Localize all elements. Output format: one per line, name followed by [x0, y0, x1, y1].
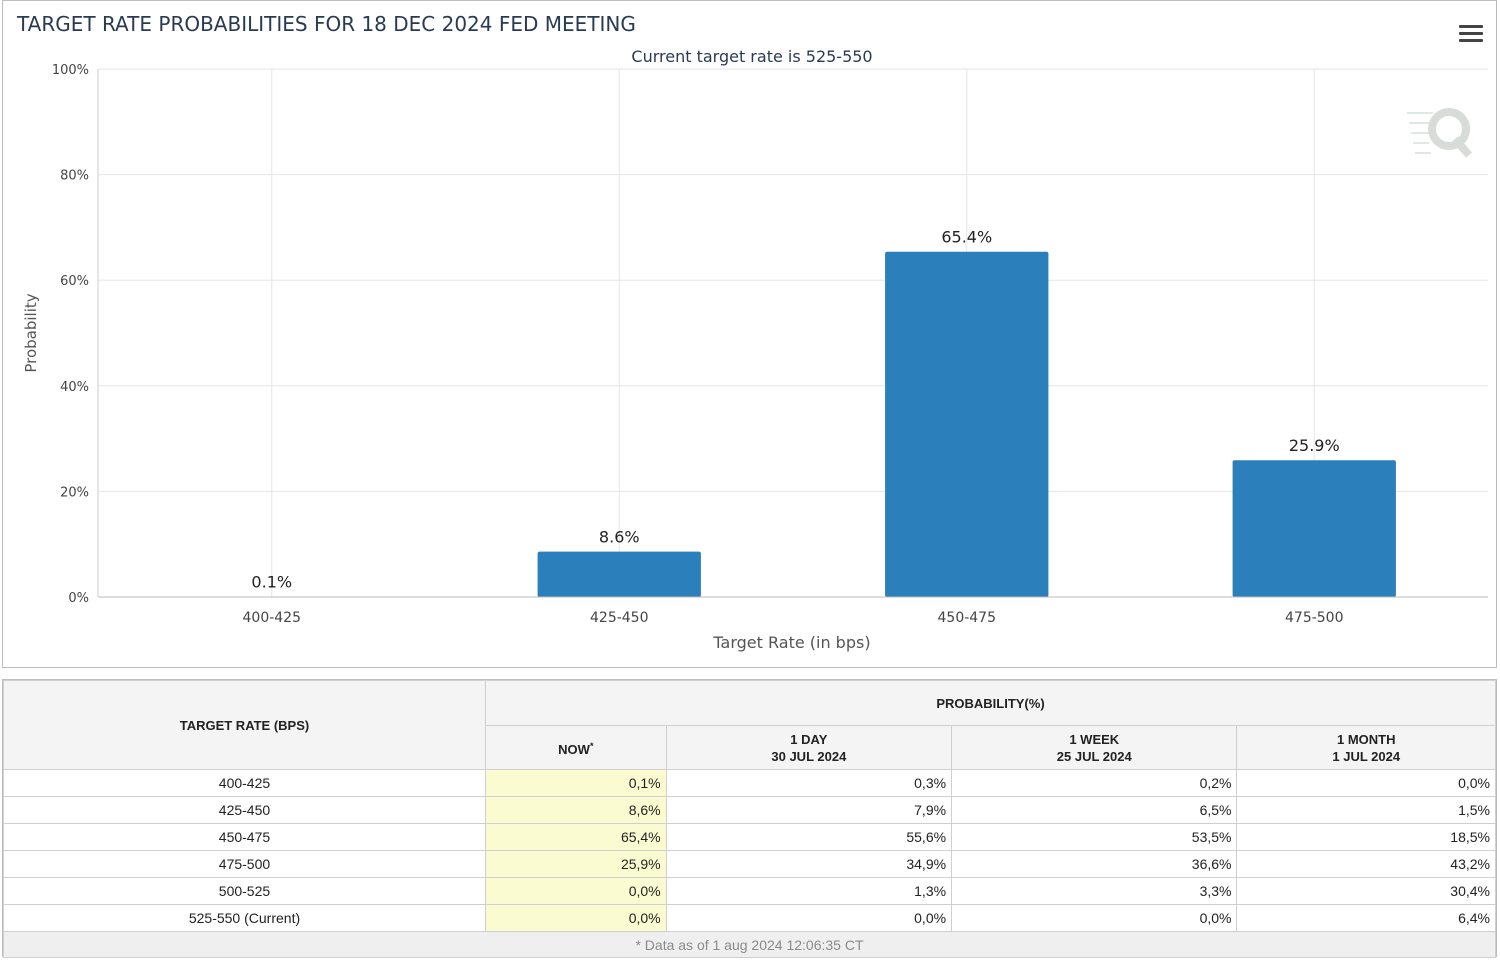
- table-row: 500-525 0,0% 1,3% 3,3% 30,4%: [3, 877, 1496, 905]
- column-header-1-week: 1 WEEK 25 JUL 2024: [951, 725, 1238, 770]
- probability-table: TARGET RATE (BPS) PROBABILITY(%) NOW* 1 …: [3, 680, 1497, 958]
- bar-450-475[interactable]: [885, 251, 1049, 598]
- column-header-1-day: 1 DAY 30 JUL 2024: [665, 725, 953, 770]
- month-cell: 43,2%: [1236, 850, 1496, 878]
- week-cell: 36,6%: [951, 850, 1238, 878]
- now-cell: 8,6%: [484, 796, 667, 824]
- x-axis-title: Target Rate (in bps): [712, 633, 870, 652]
- rate-cell: 425-450: [3, 796, 486, 824]
- month-cell: 1,5%: [1236, 796, 1496, 824]
- now-cell: 0,1%: [484, 769, 667, 797]
- data-label: 0.1%: [251, 572, 292, 591]
- rate-cell: 400-425: [3, 769, 486, 797]
- rate-cell: 450-475: [3, 823, 486, 851]
- chart-panel: TARGET RATE PROBABILITIES FOR 18 DEC 202…: [2, 0, 1497, 668]
- now-cell: 0,0%: [484, 877, 667, 905]
- day-cell: 55,6%: [665, 823, 953, 851]
- axes: 0% 20% 40% 60% 80% 100% 400-425 425-450 450-475 4…: [52, 63, 1488, 626]
- y-tick-label: 20%: [60, 485, 89, 500]
- y-tick-label: 100%: [52, 63, 89, 78]
- bar-475-500[interactable]: [1232, 460, 1396, 597]
- y-tick-label: 40%: [60, 380, 89, 395]
- day-cell: 7,9%: [665, 796, 953, 824]
- month-cell: 6,4%: [1236, 904, 1496, 932]
- rate-cell: 525-550 (Current): [3, 904, 486, 932]
- week-cell: 0,2%: [951, 769, 1238, 797]
- y-axis-title: Probability: [22, 293, 40, 372]
- table-row: 425-450 8,6% 7,9% 6,5% 1,5%: [3, 796, 1496, 824]
- week-cell: 53,5%: [951, 823, 1238, 851]
- month-cell: 0,0%: [1236, 769, 1496, 797]
- chart-subtitle: Current target rate is 525-550: [631, 47, 872, 66]
- y-tick-label: 0%: [68, 591, 89, 606]
- x-tick-label: 475-500: [1285, 610, 1344, 626]
- data-labels: 0.1% 8.6% 65.4% 25.9%: [251, 228, 1339, 592]
- column-header-1-month: 1 MONTH 1 JUL 2024: [1236, 725, 1496, 770]
- table-row: 450-475 65,4% 55,6% 53,5% 18,5%: [3, 823, 1496, 851]
- hamburger-menu-icon[interactable]: [1459, 25, 1483, 43]
- q-logo-icon: [1407, 108, 1473, 158]
- week-cell: 0,0%: [951, 904, 1238, 932]
- bar-425-450[interactable]: [537, 551, 701, 597]
- y-tick-label: 80%: [60, 169, 89, 184]
- probability-table-panel: TARGET RATE (BPS) PROBABILITY(%) NOW* 1 …: [2, 679, 1497, 958]
- data-label: 25.9%: [1289, 436, 1340, 455]
- x-tick-label: 400-425: [243, 610, 302, 626]
- x-tick-label: 450-475: [938, 610, 997, 626]
- data-label: 8.6%: [599, 528, 640, 547]
- week-cell: 6,5%: [951, 796, 1238, 824]
- now-cell: 0,0%: [484, 904, 667, 932]
- month-cell: 18,5%: [1236, 823, 1496, 851]
- now-cell: 65,4%: [484, 823, 667, 851]
- footnote: * Data as of 1 aug 2024 12:06:35 CT: [3, 931, 1496, 958]
- target-rate-header: TARGET RATE (BPS): [3, 680, 486, 770]
- day-cell: 1,3%: [665, 877, 953, 905]
- table-row: 525-550 (Current) 0,0% 0,0% 0,0% 6,4%: [3, 904, 1496, 932]
- bars: [190, 251, 1396, 598]
- now-cell: 25,9%: [484, 850, 667, 878]
- week-cell: 3,3%: [951, 877, 1238, 905]
- data-label: 65.4%: [941, 228, 992, 247]
- day-cell: 0,3%: [665, 769, 953, 797]
- rate-cell: 500-525: [3, 877, 486, 905]
- day-cell: 0,0%: [665, 904, 953, 932]
- month-cell: 30,4%: [1236, 877, 1496, 905]
- y-tick-label: 60%: [60, 274, 89, 289]
- chart-title: TARGET RATE PROBABILITIES FOR 18 DEC 202…: [16, 12, 636, 36]
- x-tick-label: 425-450: [590, 610, 649, 626]
- table-row: 400-425 0,1% 0,3% 0,2% 0,0%: [3, 769, 1496, 797]
- rate-cell: 475-500: [3, 850, 486, 878]
- day-cell: 34,9%: [665, 850, 953, 878]
- footnote-row: * Data as of 1 aug 2024 12:06:35 CT: [3, 931, 1496, 958]
- column-header-now: NOW*: [484, 725, 667, 770]
- probability-header: PROBABILITY(%): [484, 680, 1497, 726]
- table-row: 475-500 25,9% 34,9% 36,6% 43,2%: [3, 850, 1496, 878]
- bar-chart: TARGET RATE PROBABILITIES FOR 18 DEC 202…: [16, 12, 1488, 652]
